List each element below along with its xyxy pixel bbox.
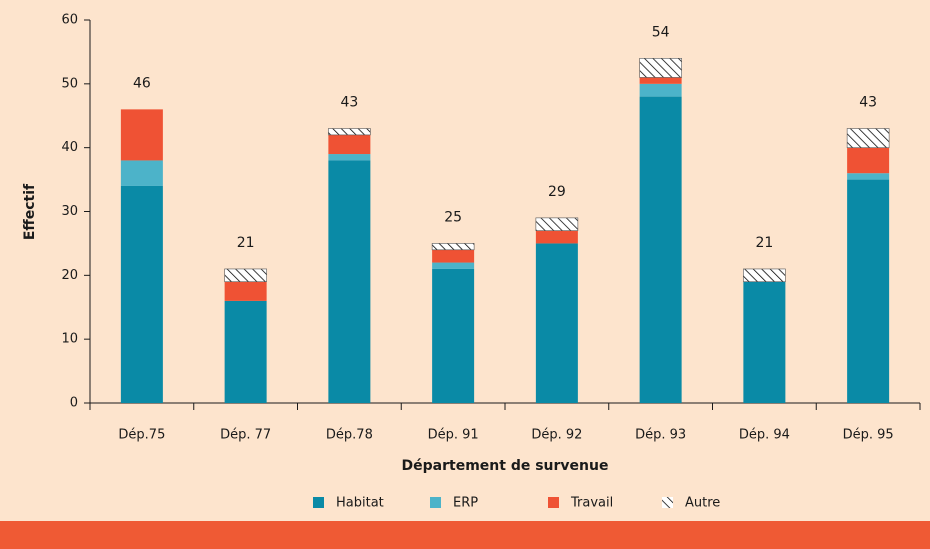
bar-segment: [847, 173, 890, 180]
bar-segment: [743, 281, 786, 403]
total-label: 29: [548, 184, 566, 200]
y-tick-label: 60: [61, 13, 78, 28]
y-tick-label: 20: [61, 268, 78, 283]
total-label: 54: [652, 24, 670, 40]
x-tick-label: Dép. 91: [428, 428, 479, 443]
bar-segment: [743, 268, 786, 283]
bar-segment: [846, 128, 890, 148]
legend-label: Autre: [685, 496, 720, 511]
total-label: 46: [133, 75, 151, 91]
y-tick-label: 30: [61, 204, 78, 219]
x-tick-label: Dép. 95: [843, 428, 894, 443]
bar-segment: [639, 96, 682, 403]
y-tick-label: 0: [70, 396, 78, 411]
x-tick-label: Dép. 77: [220, 428, 271, 443]
bar-segment: [431, 243, 475, 251]
y-tick-label: 50: [61, 76, 78, 91]
bar-segment: [639, 83, 682, 97]
bar-segment: [328, 134, 371, 155]
x-tick-label: Dép.75: [118, 428, 165, 443]
bar-segment: [224, 300, 267, 403]
footer-band: [0, 521, 930, 549]
x-tick-label: Dép. 93: [635, 428, 686, 443]
bar-segment: [432, 249, 475, 263]
legend-swatch: [313, 497, 324, 508]
y-axis-title: Effectif: [22, 183, 38, 240]
bar-segment: [328, 160, 371, 403]
bar-segment: [432, 268, 475, 403]
bar-segment: [224, 268, 267, 283]
bar-segment: [847, 179, 890, 403]
x-tick-label: Dép.78: [326, 428, 373, 443]
bar-segment: [328, 128, 371, 136]
total-label: 21: [237, 235, 255, 251]
bar-segment: [535, 243, 578, 403]
bar-segment: [120, 160, 163, 186]
bar-segment: [224, 281, 267, 301]
bar-segment: [120, 185, 163, 403]
x-tick-label: Dép. 94: [739, 428, 790, 443]
total-label: 25: [444, 209, 462, 225]
x-tick-label: Dép. 92: [531, 428, 582, 443]
y-tick-label: 10: [61, 332, 78, 347]
legend-swatch: [548, 497, 559, 508]
legend-label: Habitat: [336, 496, 384, 511]
bar-segment: [432, 262, 475, 269]
bar-segment: [120, 109, 163, 161]
bar-segment: [639, 57, 682, 78]
bar-segment: [847, 147, 890, 174]
total-label: 21: [755, 235, 773, 251]
legend-label: Travail: [570, 496, 613, 511]
x-axis-title: Département de survenue: [402, 458, 609, 474]
legend-swatch: [662, 497, 673, 508]
legend-swatch: [430, 497, 441, 508]
total-label: 43: [859, 95, 877, 111]
total-label: 43: [340, 95, 358, 111]
bar-segment: [535, 217, 579, 231]
y-tick-label: 40: [61, 140, 78, 155]
bar-segment: [535, 230, 578, 244]
legend-label: ERP: [453, 496, 478, 511]
bar-segment: [328, 154, 371, 161]
bar-segment: [639, 77, 682, 84]
